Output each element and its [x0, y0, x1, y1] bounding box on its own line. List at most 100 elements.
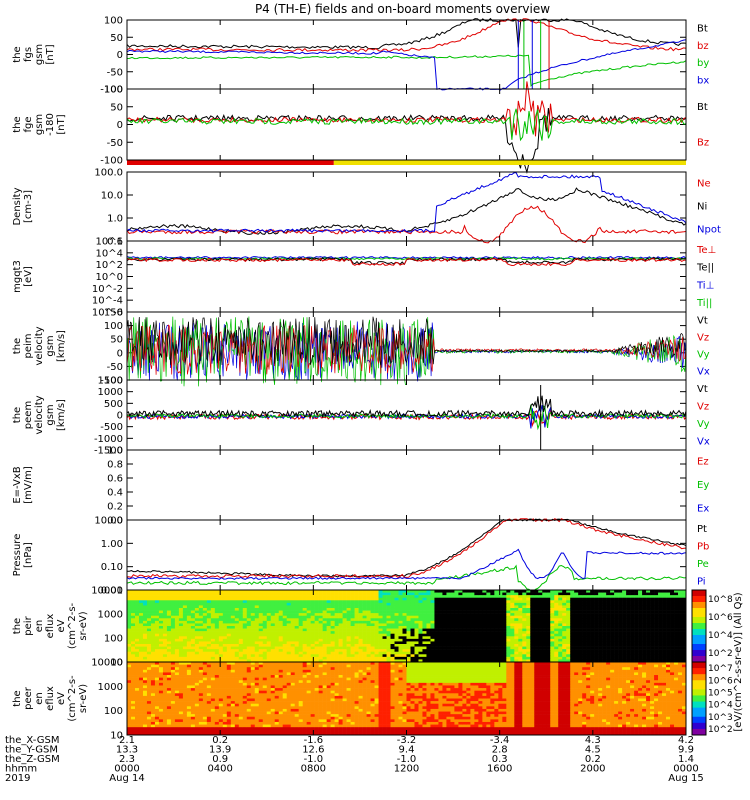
spectrogram-cell: [166, 638, 172, 642]
spectrogram-cell: [494, 656, 499, 660]
spectrogram-cell: [486, 618, 491, 622]
spectrogram-cell: [598, 602, 603, 606]
y-axis-label: gsm: [45, 335, 56, 356]
spectrogram-cell: [162, 688, 168, 691]
spectrogram-cell: [562, 605, 567, 609]
spectrogram-cell: [170, 727, 176, 731]
spectrogram-cell: [418, 595, 423, 599]
spectrogram-cell: [130, 695, 136, 699]
spectrogram-cell: [162, 680, 168, 684]
spectrogram-cell: [646, 615, 651, 619]
spectrogram-cell: [398, 659, 403, 663]
spectrogram-cell: [286, 626, 291, 629]
spectrogram-cell: [358, 615, 363, 619]
spectrogram-cell: [458, 631, 463, 635]
spectrogram-cell: [142, 590, 148, 593]
spectrogram-cell: [582, 600, 587, 604]
spectrogram-cell: [194, 656, 200, 660]
spectrogram-cell: [486, 644, 491, 647]
spectrogram-cell: [154, 664, 160, 668]
spectrogram-cell: [526, 654, 531, 658]
spectrogram-cell: [186, 623, 192, 627]
spectrogram-cell: [410, 602, 415, 606]
spectrogram-cell: [454, 633, 459, 637]
spectrogram-cell: [150, 727, 156, 731]
spectrogram-cell: [538, 623, 543, 627]
spectrogram-cell: [546, 638, 551, 642]
spectrogram-cell: [522, 608, 527, 611]
spectrogram-cell: [374, 651, 379, 655]
spectrogram-cell: [350, 641, 355, 645]
spectrogram-cell: [438, 613, 443, 617]
spectrogram-cell: [398, 610, 403, 614]
spectrogram-cell: [382, 656, 387, 660]
spectrogram-cell: [458, 597, 463, 601]
spectrogram-cell: [446, 592, 451, 596]
spectrogram-cell: [382, 654, 387, 658]
spectrogram-cell: [582, 641, 587, 645]
spectrogram-cell: [530, 626, 535, 629]
spectrogram-cell: [662, 646, 667, 650]
spectrogram-cell: [570, 618, 575, 622]
spectrogram-cell: [622, 654, 627, 658]
spectrogram-cell: [250, 613, 256, 617]
spectrogram-cell: [514, 631, 519, 635]
legend-entry: by: [697, 58, 709, 69]
spectrogram-cell: [658, 602, 663, 606]
spectrogram-cell: [262, 610, 268, 614]
spectrogram-cell: [622, 659, 627, 663]
spectrogram-cell: [134, 708, 140, 712]
spectrogram-cell: [342, 628, 347, 632]
spectrogram-cell: [154, 667, 160, 671]
spectrogram-cell: [574, 620, 579, 624]
spectrogram-cell: [166, 615, 172, 619]
spectrogram-cell: [146, 706, 152, 710]
spectrogram-cell: [478, 636, 483, 640]
spectrogram-cell: [138, 708, 144, 712]
spectrogram-cell: [206, 602, 212, 606]
spectrogram-cell: [506, 651, 511, 655]
spectrogram-cell: [362, 631, 367, 635]
spectrogram-cell: [290, 636, 295, 640]
spectrogram-cell: [170, 654, 176, 658]
spectrogram-cell: [146, 651, 152, 655]
spectrogram-cell: [166, 682, 172, 686]
spectrogram-cell: [274, 656, 280, 660]
spectrogram-cell: [402, 620, 407, 624]
spectrogram-cell: [146, 690, 152, 694]
spectrogram-cell: [582, 659, 587, 663]
y-tick-label: 10^-2: [92, 284, 123, 295]
spectrogram-cell: [178, 664, 184, 668]
spectrogram-cell: [362, 590, 367, 593]
spectrogram-cell: [622, 605, 627, 609]
spectrogram-cell: [474, 615, 479, 619]
spectrogram-cell: [498, 592, 503, 596]
spectrogram-cell: [254, 654, 260, 658]
spectrogram-cell: [134, 623, 140, 627]
series-vt: [126, 395, 687, 419]
spectrogram-cell: [146, 659, 152, 663]
spectrogram-cell: [610, 638, 615, 642]
spectrogram-cell: [570, 595, 575, 599]
spectrogram-cell: [154, 721, 160, 725]
spectrogram-cell: [270, 636, 276, 640]
spectrogram-cell: [194, 685, 200, 689]
spectrogram-cell: [386, 592, 391, 596]
spectrogram-cell: [294, 615, 299, 619]
spectrogram-cell: [414, 631, 419, 635]
spectrogram-cell: [218, 721, 224, 725]
spectrogram-cell: [262, 623, 268, 627]
spectrogram-cell: [450, 638, 455, 642]
spectrogram-cell: [662, 638, 667, 642]
spectrogram-cell: [190, 693, 196, 697]
spectrogram-cell: [478, 597, 483, 601]
spectrogram-cell: [186, 602, 192, 606]
spectrogram-cell: [662, 605, 667, 609]
spectrogram-cell: [554, 592, 559, 596]
spectrogram-cell: [534, 656, 539, 660]
spectrogram-cell: [290, 595, 295, 599]
spectrogram-cell: [358, 641, 363, 645]
spectrogram-cell: [286, 610, 291, 614]
spectrogram-cell: [286, 618, 291, 622]
spectrogram-cell: [214, 608, 220, 611]
